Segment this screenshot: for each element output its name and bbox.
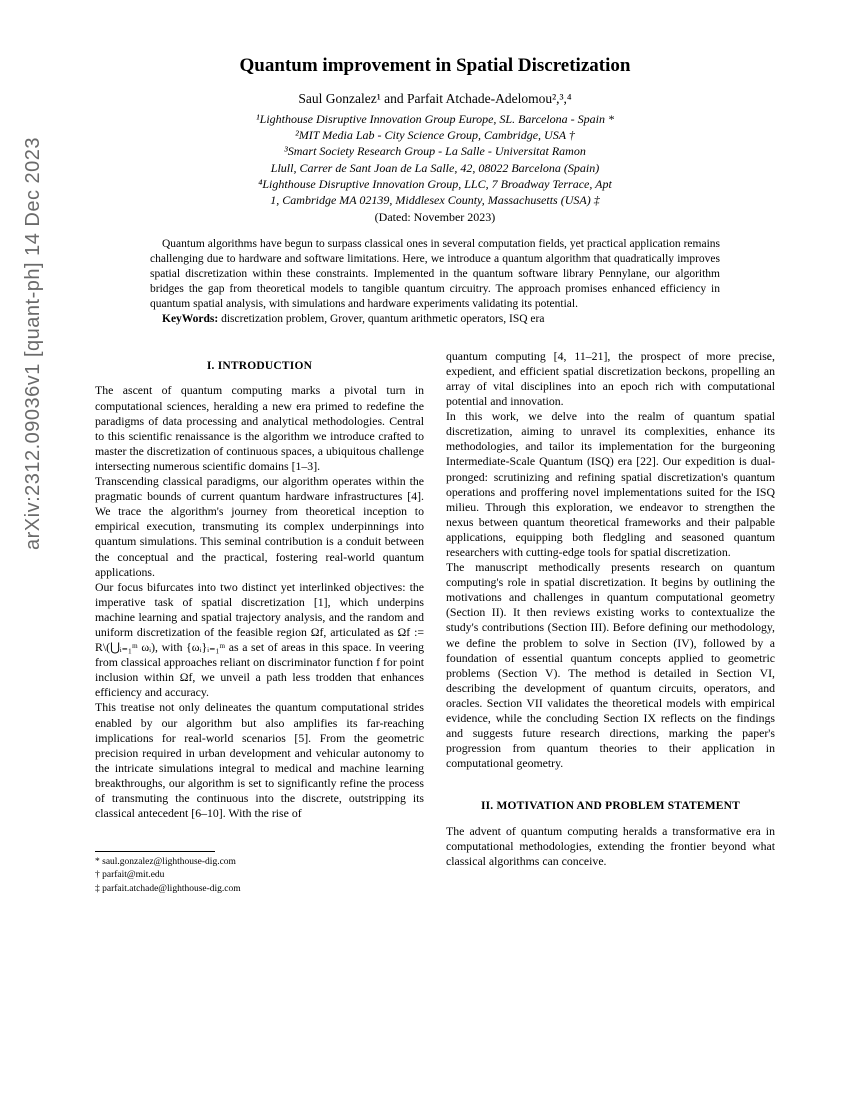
footnote: * saul.gonzalez@lighthouse-dig.com	[95, 856, 424, 869]
affiliation-4a: ⁴Lighthouse Disruptive Innovation Group,…	[95, 176, 775, 192]
arxiv-stamp: arXiv:2312.09036v1 [quant-ph] 14 Dec 202…	[22, 137, 45, 550]
body-paragraph: The advent of quantum computing heralds …	[446, 824, 775, 869]
page-content: Quantum improvement in Spatial Discretiz…	[0, 0, 850, 936]
affiliation-1: ¹Lighthouse Disruptive Innovation Group …	[95, 111, 775, 127]
body-paragraph: Our focus bifurcates into two distinct y…	[95, 580, 424, 701]
keywords-label: KeyWords:	[162, 313, 218, 325]
date-line: (Dated: November 2023)	[95, 210, 775, 225]
footnote: † parfait@mit.edu	[95, 869, 424, 882]
affiliation-2: ²MIT Media Lab - City Science Group, Cam…	[95, 127, 775, 143]
keywords-text: discretization problem, Grover, quantum …	[218, 313, 544, 325]
body-paragraph: Transcending classical paradigms, our al…	[95, 474, 424, 580]
section-2-heading: II. MOTIVATION AND PROBLEM STATEMENT	[446, 799, 775, 814]
body-paragraph: In this work, we delve into the realm of…	[446, 409, 775, 560]
abstract-text: Quantum algorithms have begun to surpass…	[150, 238, 720, 310]
body-paragraph: The ascent of quantum computing marks a …	[95, 383, 424, 474]
right-column: quantum computing [4, 11–21], the prospe…	[446, 341, 775, 896]
section-1-heading: I. INTRODUCTION	[95, 359, 424, 374]
affiliation-3b: Llull, Carrer de Sant Joan de La Salle, …	[95, 160, 775, 176]
affiliation-4b: 1, Cambridge MA 02139, Middlesex County,…	[95, 192, 775, 208]
body-paragraph: quantum computing [4, 11–21], the prospe…	[446, 349, 775, 409]
left-column: I. INTRODUCTION The ascent of quantum co…	[95, 341, 424, 896]
authors-line: Saul Gonzalez¹ and Parfait Atchade-Adelo…	[95, 91, 775, 107]
two-column-body: I. INTRODUCTION The ascent of quantum co…	[95, 341, 775, 896]
body-paragraph: This treatise not only delineates the qu…	[95, 700, 424, 821]
body-paragraph: The manuscript methodically presents res…	[446, 560, 775, 771]
abstract-block: Quantum algorithms have begun to surpass…	[150, 237, 720, 327]
paper-title: Quantum improvement in Spatial Discretiz…	[95, 55, 775, 77]
affiliation-3a: ³Smart Society Research Group - La Salle…	[95, 143, 775, 159]
footnote: ‡ parfait.atchade@lighthouse-dig.com	[95, 883, 424, 896]
